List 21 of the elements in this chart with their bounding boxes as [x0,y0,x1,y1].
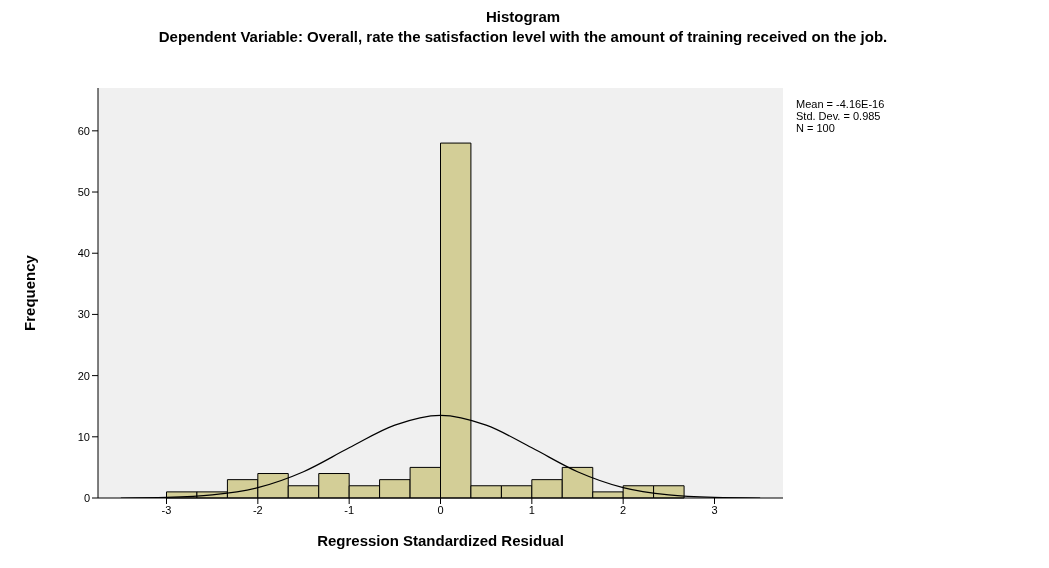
x-tick-label: -2 [252,503,263,516]
y-tick-label: 20 [77,369,90,382]
x-tick-label: -1 [344,503,355,516]
y-tick-label: 30 [77,308,90,321]
x-tick-label: 3 [711,503,718,516]
text: Mean = -4.16E-16 [796,98,885,110]
x-tick-label: 1 [528,503,535,516]
y-axis-title: Frequency [21,254,39,331]
x-tick-label: 0 [437,503,444,516]
chart-subtitle: Dependent Variable: Overall, rate the satisfaction level with the amount of training received on the job. [157,28,889,45]
x-axis-title: Regression Standardized Residual [317,532,564,549]
x-tick-label: -3 [161,503,172,516]
x-tick-label: 2 [620,503,627,516]
y-tick-label: 50 [77,185,90,198]
text: Std. Dev. = 0.985 [796,110,882,122]
y-tick-label: 0 [83,491,90,504]
y-tick-label: 10 [77,430,90,443]
y-tick-label: 40 [77,247,90,260]
y-tick-label: 60 [77,124,90,137]
chart-title: Histogram [484,8,562,25]
text: N = 100 [796,122,836,134]
